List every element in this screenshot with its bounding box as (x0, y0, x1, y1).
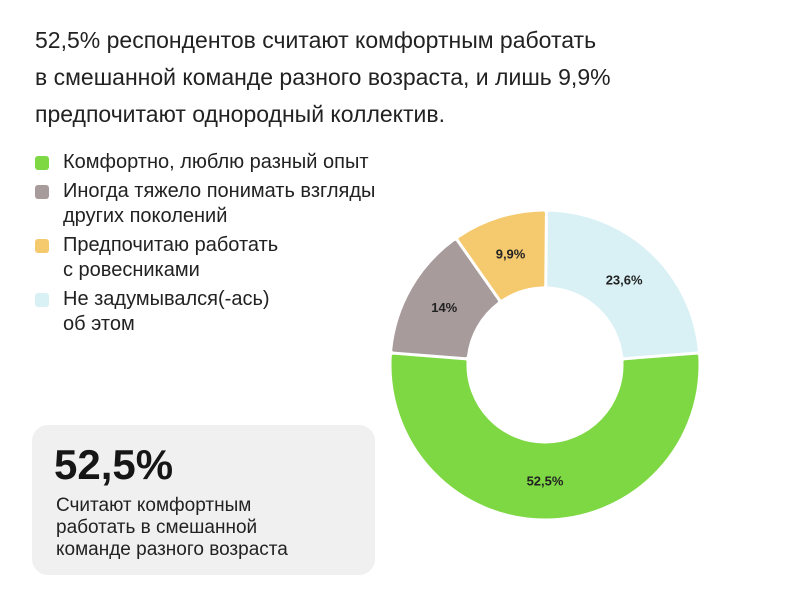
legend-item-not-thought: Не задумывался(-ась) об этом (35, 287, 455, 337)
legend-label: с ровесниками (63, 259, 200, 281)
headline-line: 52,5% респондентов считают комфортным ра… (35, 27, 597, 53)
card-caption-line: Считают комфортным (56, 495, 252, 516)
legend-label: Иногда тяжело понимать взгляды (63, 180, 376, 202)
legend-label: Не задумывался(-ась) (63, 288, 270, 310)
slice-label-prefer-peers: 9,9% (496, 247, 526, 262)
legend-label: Предпочитаю работать (63, 234, 279, 256)
card-caption-line: работать в смешанной (56, 517, 258, 538)
legend-label: других поколений (63, 205, 228, 227)
legend-item-comfortable: Комфортно, люблю разный опыт (35, 150, 455, 175)
legend-label: Комфортно, люблю разный опыт (63, 151, 369, 173)
slice-label-comfortable: 52,5% (527, 474, 564, 489)
headline-line: предпочитают однородный коллектив. (35, 101, 445, 127)
donut-chart: 52,5% 14% 9,9% 23,6% (391, 211, 699, 519)
legend-swatch (35, 185, 49, 199)
card-caption: Считают комфортным работать в смешанной … (56, 495, 356, 561)
legend: Комфортно, люблю разный опыт Иногда тяже… (35, 150, 455, 337)
legend-item-prefer-peers: Предпочитаю работать с ровесниками (35, 233, 455, 283)
legend-label: об этом (63, 313, 135, 335)
headline-line: в смешанной команде разного возраста, и … (35, 64, 611, 90)
slice-not-thought (547, 211, 698, 358)
slice-prefer-peers (458, 211, 545, 300)
legend-swatch (35, 293, 49, 307)
headline: 52,5% респондентов считают комфортным ра… (35, 22, 735, 133)
card-caption-line: команде разного возраста (56, 539, 288, 560)
slice-label-hard-to-understand: 14% (431, 300, 457, 315)
legend-item-hard-to-understand: Иногда тяжело понимать взгляды других по… (35, 179, 455, 229)
card-value: 52,5% (54, 441, 174, 488)
highlight-card: 52,5% Считают комфортным работать в смеш… (32, 425, 375, 575)
legend-swatch (35, 239, 49, 253)
legend-swatch (35, 156, 49, 170)
slice-hard-to-understand (392, 240, 499, 358)
slice-label-not-thought: 23,6% (606, 273, 643, 288)
slice-comfortable (391, 354, 699, 519)
